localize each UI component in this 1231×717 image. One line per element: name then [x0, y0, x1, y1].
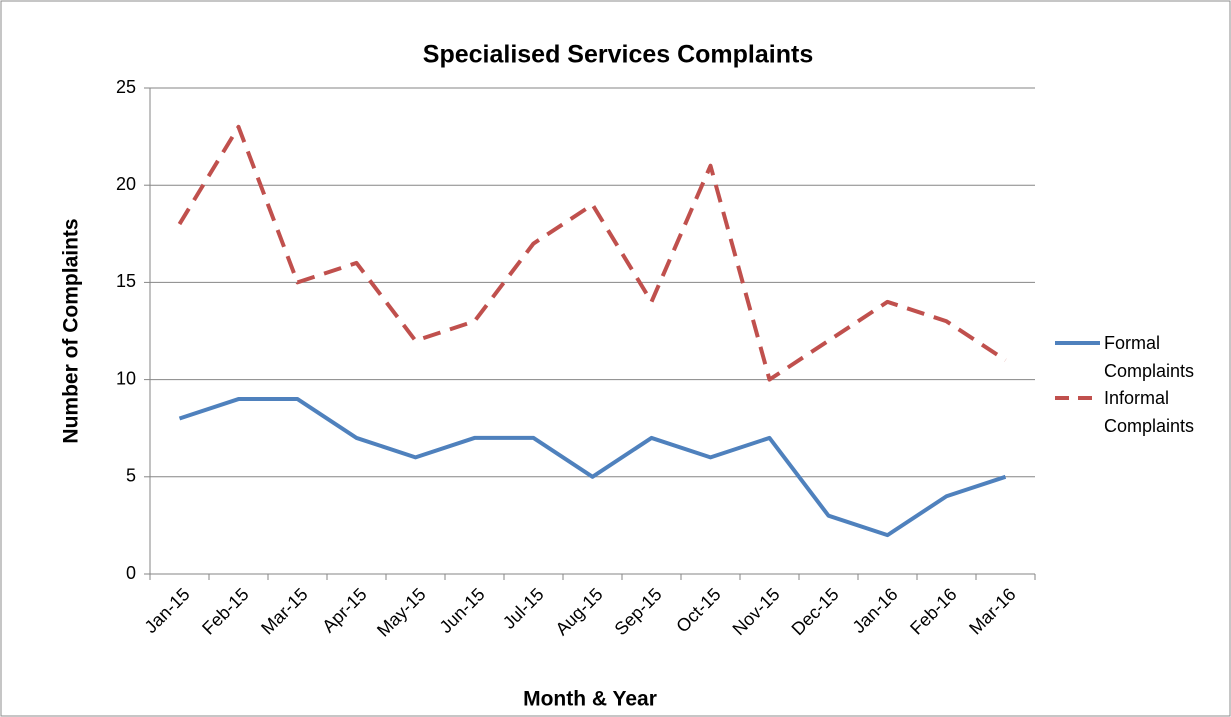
series-line — [177, 124, 1007, 382]
y-tick-label: 0 — [126, 563, 136, 583]
y-tick-label: 10 — [116, 368, 136, 388]
y-tick-label: 15 — [116, 271, 136, 291]
legend-label: Informal Complaints — [1104, 388, 1195, 436]
x-axis-label: Month & Year — [523, 688, 657, 711]
y-axis-label: Number of Complaints — [60, 218, 83, 443]
y-tick-label: 20 — [116, 174, 136, 194]
y-tick-label: 5 — [126, 466, 136, 486]
legend-label: Formal Complaints — [1104, 333, 1195, 381]
y-tick-label: 25 — [116, 77, 136, 97]
series-line — [178, 397, 1007, 538]
chart-title: Specialised Services Complaints — [423, 41, 813, 69]
